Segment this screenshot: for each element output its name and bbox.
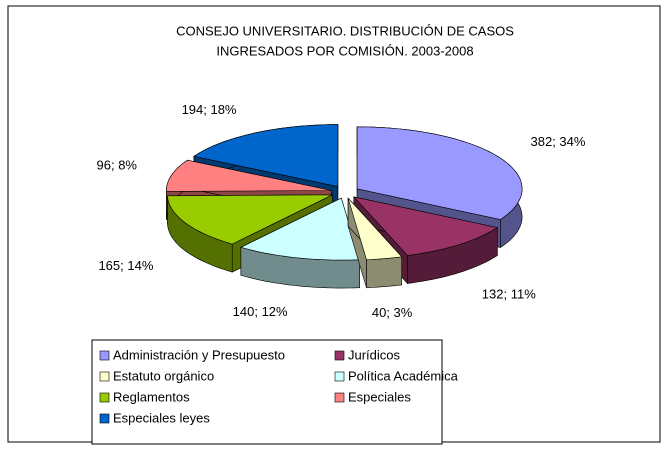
- legend-swatch: [99, 350, 110, 361]
- legend-swatch: [334, 392, 345, 403]
- legend-box: [91, 339, 443, 445]
- slice-top: [167, 194, 333, 245]
- data-label: 132; 11%: [482, 287, 536, 302]
- slice-top: [193, 124, 339, 187]
- legend-label: Especiales leyes: [113, 410, 210, 425]
- data-label: 40; 3%: [372, 305, 413, 320]
- legend-swatch: [99, 413, 110, 424]
- legend-label: Administración y Presupuesto: [113, 347, 285, 362]
- legend-label: Estatuto orgánico: [113, 368, 214, 383]
- slice-wall: [366, 256, 403, 289]
- data-label: 165; 14%: [98, 258, 153, 273]
- data-label: 96; 8%: [97, 157, 138, 172]
- chart-title: INGRESADOS POR COMISIÓN. 2003-2008: [216, 43, 473, 58]
- legend-label: Especiales: [348, 389, 411, 404]
- legend-swatch: [99, 392, 110, 403]
- legend-swatch: [334, 350, 345, 361]
- slice-top: [240, 197, 361, 261]
- data-label: 194; 18%: [182, 102, 237, 117]
- pie-slice: [240, 197, 361, 289]
- pie-slice: [347, 197, 403, 289]
- legend-label: Jurídicos: [348, 347, 401, 362]
- data-label: 140; 12%: [233, 304, 288, 319]
- legend-label: Política Académica: [348, 368, 459, 383]
- chart-title: CONSEJO UNIVERSITARIO. DISTRIBUCIÓN DE C…: [176, 23, 514, 38]
- slice-top: [353, 196, 499, 256]
- slice-top: [166, 159, 332, 192]
- legend-swatch: [99, 371, 110, 382]
- legend-label: Reglamentos: [113, 389, 190, 404]
- data-label: 382; 34%: [531, 134, 586, 149]
- legend-swatch: [334, 371, 345, 382]
- slice-top: [356, 126, 523, 220]
- slice-top: [347, 197, 403, 261]
